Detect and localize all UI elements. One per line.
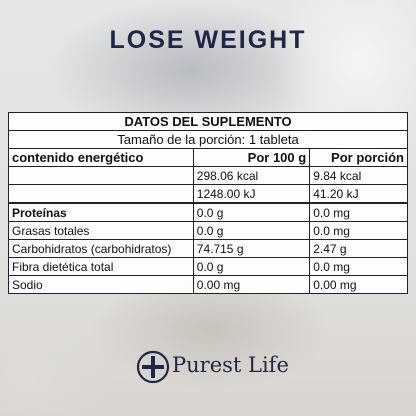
table-subtitle: Tamaño de la porción: 1 tableta bbox=[8, 130, 408, 149]
nutrition-table: DATOS DEL SUPLEMENTO Tamaño de la porció… bbox=[8, 112, 408, 294]
energy-value: 298.06 kcal bbox=[192, 166, 311, 185]
nutrient-value: 0.00 mg bbox=[309, 275, 408, 294]
nutrient-value: 74.715 g bbox=[192, 239, 311, 258]
empty-cell bbox=[8, 166, 194, 185]
nutrient-value: 0.0 g bbox=[192, 202, 311, 222]
brand-name: Purest Life bbox=[172, 353, 289, 377]
empty-cell bbox=[8, 184, 194, 204]
energy-value: 9.84 kcal bbox=[309, 166, 408, 185]
nutrient-value: 0.0 mg bbox=[309, 221, 408, 240]
logo-icon bbox=[136, 350, 170, 384]
energy-value: 1248.00 kJ bbox=[192, 184, 311, 204]
nutrient-name: Grasas totales bbox=[8, 221, 194, 240]
page-title: LOSE WEIGHT bbox=[109, 26, 307, 54]
nutrient-name: Sodio bbox=[8, 275, 194, 294]
nutrient-name: Carbohidratos (carbohidratos) bbox=[8, 239, 194, 258]
nutrient-value: 0.0 g bbox=[192, 221, 311, 240]
nutrient-name: Fibra dietética total bbox=[8, 257, 194, 276]
nutrient-name: Proteínas bbox=[8, 202, 194, 222]
column-header: Por 100 g bbox=[192, 148, 311, 167]
nutrient-value: 0.0 mg bbox=[309, 257, 408, 276]
nutrient-value: 0.0 mg bbox=[309, 202, 408, 222]
column-header: contenido energético bbox=[8, 148, 194, 167]
nutrient-value: 2.47 g bbox=[309, 239, 408, 258]
nutrient-value: 0.0 g bbox=[192, 257, 311, 276]
nutrient-value: 0.00 mg bbox=[192, 275, 311, 294]
column-header: Por porción bbox=[309, 148, 408, 167]
table-title: DATOS DEL SUPLEMENTO bbox=[8, 112, 408, 131]
energy-value: 41.20 kJ bbox=[309, 184, 408, 204]
